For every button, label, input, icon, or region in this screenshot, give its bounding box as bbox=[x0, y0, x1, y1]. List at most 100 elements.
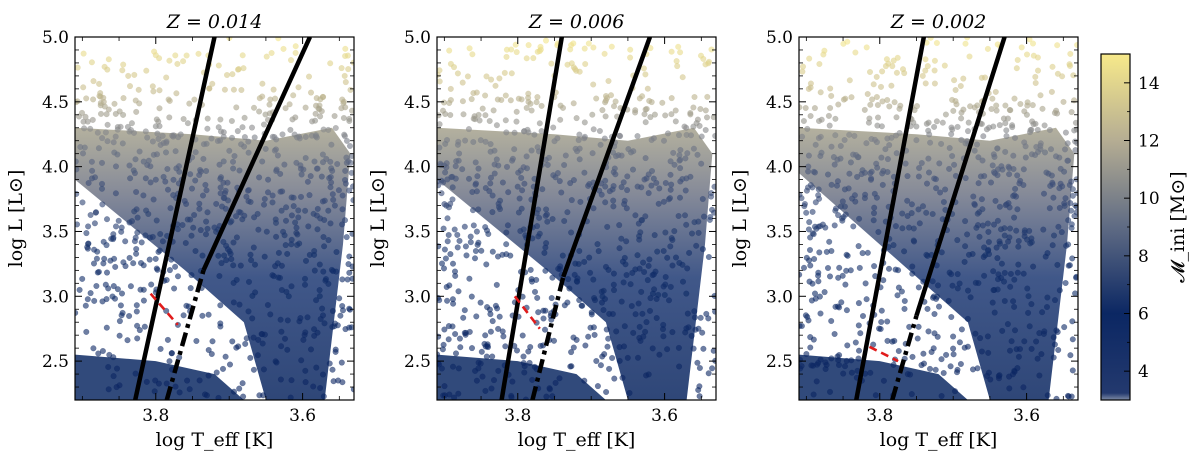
data-point bbox=[542, 37, 550, 44]
data-point bbox=[456, 237, 463, 244]
data-point bbox=[133, 108, 140, 115]
y-tick-label: 4.5 bbox=[766, 93, 793, 113]
data-point bbox=[243, 335, 250, 342]
data-point bbox=[664, 254, 671, 261]
data-point bbox=[803, 350, 810, 358]
data-point bbox=[115, 217, 122, 224]
data-point bbox=[166, 267, 173, 274]
data-point bbox=[82, 113, 89, 120]
data-point bbox=[134, 214, 141, 221]
data-point bbox=[1072, 290, 1078, 297]
data-point bbox=[247, 251, 254, 258]
data-point bbox=[215, 394, 222, 400]
data-point bbox=[294, 134, 301, 141]
data-point bbox=[317, 96, 324, 103]
data-point bbox=[989, 95, 996, 102]
data-point bbox=[149, 233, 156, 240]
data-point bbox=[332, 348, 339, 355]
data-point bbox=[548, 294, 555, 302]
data-point bbox=[843, 357, 850, 364]
data-point bbox=[618, 152, 625, 159]
data-point bbox=[1001, 232, 1008, 239]
x-tick-label: 3.8 bbox=[504, 406, 531, 426]
data-point bbox=[80, 50, 87, 57]
data-point bbox=[155, 380, 162, 387]
data-point bbox=[164, 186, 172, 193]
data-point bbox=[1018, 44, 1025, 51]
data-point bbox=[507, 252, 514, 259]
data-point bbox=[330, 196, 337, 203]
scatter-cloud-3 bbox=[799, 37, 1078, 400]
data-point bbox=[964, 128, 972, 135]
data-point bbox=[987, 179, 995, 186]
data-point bbox=[1056, 287, 1063, 294]
data-point bbox=[841, 363, 849, 370]
data-point bbox=[807, 234, 814, 241]
data-point bbox=[799, 68, 806, 75]
data-point bbox=[693, 242, 700, 249]
data-point bbox=[445, 204, 453, 211]
data-point bbox=[348, 324, 354, 331]
data-point bbox=[679, 74, 686, 81]
data-point bbox=[922, 56, 929, 63]
data-point bbox=[932, 366, 939, 373]
data-point bbox=[273, 166, 280, 173]
data-point bbox=[708, 193, 715, 200]
data-point bbox=[84, 245, 91, 252]
data-point bbox=[281, 161, 288, 168]
data-point bbox=[1044, 392, 1051, 399]
data-point bbox=[962, 175, 969, 182]
data-point bbox=[437, 182, 442, 189]
data-point bbox=[208, 350, 215, 358]
data-point bbox=[985, 228, 992, 235]
data-point bbox=[318, 173, 325, 180]
data-point bbox=[143, 378, 150, 385]
data-point bbox=[279, 131, 286, 138]
data-point bbox=[1022, 143, 1029, 150]
data-point bbox=[1026, 323, 1033, 330]
data-point bbox=[444, 238, 451, 245]
data-point bbox=[632, 212, 639, 219]
data-point bbox=[112, 190, 119, 197]
data-point bbox=[628, 302, 635, 310]
data-point bbox=[493, 122, 500, 129]
data-point bbox=[513, 347, 521, 354]
data-point bbox=[445, 336, 452, 343]
data-point bbox=[704, 93, 711, 100]
data-point bbox=[996, 122, 1003, 129]
data-point bbox=[948, 313, 955, 321]
data-point bbox=[1064, 140, 1071, 147]
data-point bbox=[503, 241, 510, 248]
data-point bbox=[1004, 321, 1011, 328]
data-point bbox=[1020, 384, 1027, 391]
data-point bbox=[967, 294, 974, 301]
data-point bbox=[893, 114, 900, 121]
data-point bbox=[234, 128, 241, 135]
data-point bbox=[182, 239, 189, 247]
data-point bbox=[538, 128, 545, 135]
data-point bbox=[85, 179, 92, 187]
data-point bbox=[153, 217, 160, 224]
data-point bbox=[492, 302, 499, 309]
data-point bbox=[821, 289, 828, 296]
data-point bbox=[1044, 294, 1051, 301]
data-point bbox=[933, 118, 940, 125]
data-point bbox=[111, 100, 118, 107]
data-point bbox=[1054, 328, 1061, 336]
data-point bbox=[815, 117, 823, 125]
data-point bbox=[468, 96, 475, 103]
data-point bbox=[988, 105, 995, 113]
data-point bbox=[452, 350, 460, 357]
data-point bbox=[904, 212, 911, 220]
data-point bbox=[491, 170, 498, 177]
data-point bbox=[602, 199, 609, 206]
data-point bbox=[1074, 41, 1078, 49]
data-point bbox=[304, 314, 311, 321]
data-point bbox=[305, 223, 312, 230]
data-point bbox=[983, 372, 991, 379]
data-point bbox=[220, 129, 227, 136]
data-point bbox=[122, 238, 129, 245]
data-point bbox=[700, 345, 707, 352]
data-point bbox=[799, 322, 805, 330]
data-point bbox=[994, 145, 1001, 152]
